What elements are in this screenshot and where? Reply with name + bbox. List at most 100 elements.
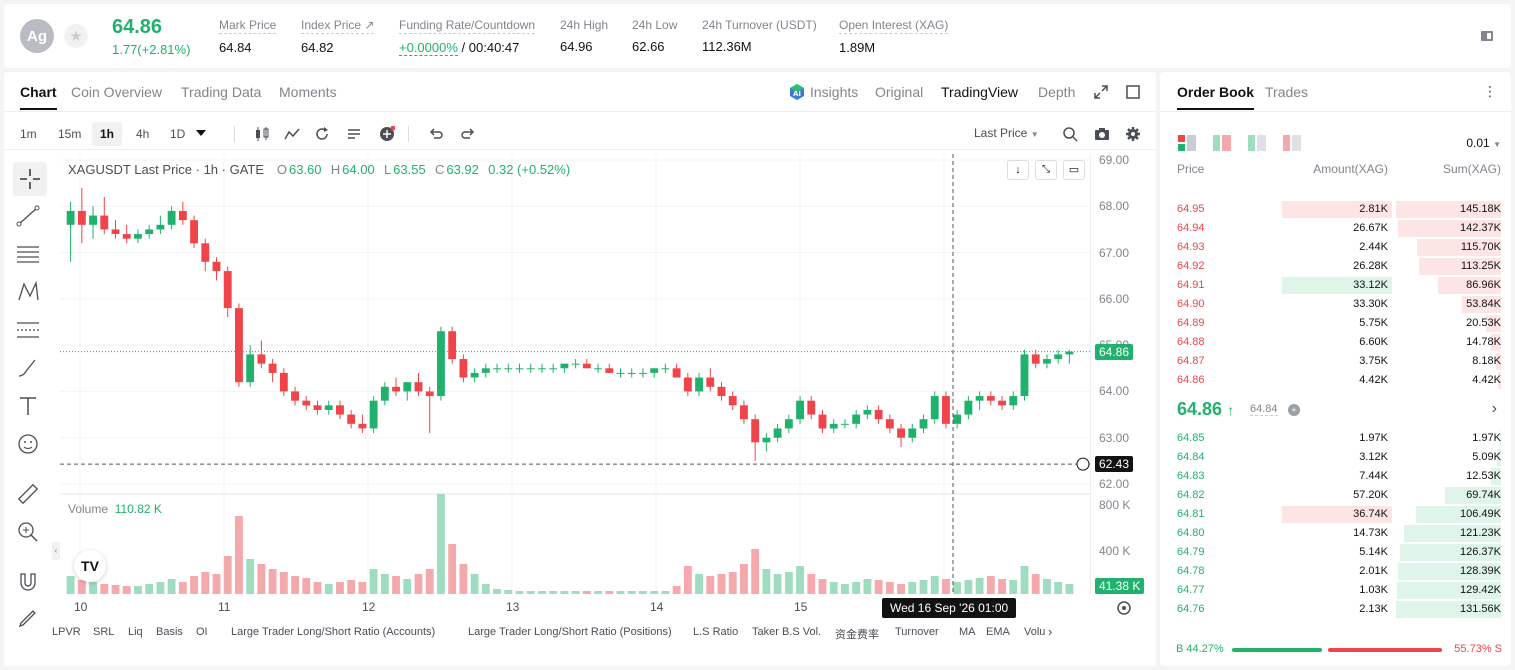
stat-label[interactable]: Index Price ↗ bbox=[301, 18, 375, 34]
indicator-item[interactable]: LPVR bbox=[52, 626, 81, 638]
bid-row[interactable]: 64.84 3.12K 5.09K bbox=[1160, 448, 1511, 467]
redo-icon[interactable] bbox=[460, 126, 476, 142]
indicator-item[interactable]: Turnover bbox=[895, 626, 939, 638]
text-tool-icon[interactable] bbox=[16, 394, 40, 418]
indicator-item[interactable]: L.S Ratio bbox=[693, 626, 739, 638]
timeframe-1m[interactable]: 1m bbox=[20, 127, 37, 141]
undo-icon[interactable] bbox=[428, 126, 444, 142]
indicator-item[interactable]: MA bbox=[959, 626, 976, 638]
timeframe-1h[interactable]: 1h bbox=[92, 122, 123, 146]
tab-chart[interactable]: Chart bbox=[20, 84, 57, 110]
view-insights[interactable]: Insights bbox=[810, 84, 859, 100]
candlestick-type-icon[interactable] bbox=[254, 126, 270, 142]
bid-row[interactable]: 64.78 2.01K 128.39K bbox=[1160, 562, 1511, 581]
pattern-tool-icon[interactable] bbox=[16, 280, 40, 304]
tab-coin-overview[interactable]: Coin Overview bbox=[71, 84, 163, 100]
bid-row[interactable]: 64.82 57.20K 69.74K bbox=[1160, 486, 1511, 505]
stat-label[interactable]: Funding Rate/Countdown bbox=[399, 18, 536, 34]
arrow-down-icon[interactable]: ↓ bbox=[1007, 160, 1029, 180]
price-source-select[interactable]: Last Price ▼ bbox=[974, 126, 1039, 140]
add-alert-icon[interactable] bbox=[379, 126, 395, 142]
tab-order-book[interactable]: Order Book bbox=[1177, 84, 1255, 110]
zoom-in-icon[interactable] bbox=[16, 520, 40, 544]
brush-tool-icon[interactable] bbox=[16, 356, 40, 380]
fib-tool-icon[interactable] bbox=[16, 318, 40, 342]
indicator-item[interactable]: SRL bbox=[93, 626, 115, 638]
ask-row[interactable]: 64.86 4.42K 4.42K bbox=[1160, 371, 1511, 390]
expand-icon[interactable] bbox=[1094, 85, 1108, 99]
replay-icon[interactable] bbox=[314, 126, 330, 142]
ask-row[interactable]: 64.89 5.75K 20.53K bbox=[1160, 314, 1511, 333]
stat-label[interactable]: Mark Price bbox=[219, 18, 277, 34]
ask-row[interactable]: 64.92 26.28K 113.25K bbox=[1160, 257, 1511, 276]
pencil-lock-icon[interactable] bbox=[16, 606, 40, 630]
precision-select[interactable]: 0.01 ▼ bbox=[1466, 136, 1501, 150]
ruler-tool-icon[interactable] bbox=[16, 482, 40, 506]
mid-price[interactable]: 64.86 ↑ bbox=[1177, 399, 1234, 420]
tab-trading-data[interactable]: Trading Data bbox=[181, 84, 262, 100]
scroll-right-icon[interactable]: › bbox=[1048, 624, 1053, 639]
templates-icon[interactable] bbox=[346, 126, 362, 142]
bid-row[interactable]: 64.85 1.97K 1.97K bbox=[1160, 429, 1511, 448]
bid-row[interactable]: 64.76 2.13K 131.56K bbox=[1160, 600, 1511, 619]
ask-row[interactable]: 64.90 33.30K 53.84K bbox=[1160, 295, 1511, 314]
view-original[interactable]: Original bbox=[875, 84, 924, 100]
price-axis[interactable]: 69.0068.0067.0066.0065.0064.0063.0062.00… bbox=[1090, 153, 1156, 594]
window-icon[interactable] bbox=[1126, 85, 1140, 99]
more-menu-icon[interactable]: ⋮ bbox=[1483, 83, 1497, 99]
ask-row[interactable]: 64.95 2.81K 145.18K bbox=[1160, 200, 1511, 219]
collapse-icon[interactable]: ⤡ bbox=[1035, 160, 1057, 180]
magnet-icon[interactable] bbox=[16, 570, 40, 594]
row-price: 64.79 bbox=[1177, 546, 1205, 558]
indicator-item[interactable]: Large Trader Long/Short Ratio (Positions… bbox=[468, 626, 672, 638]
layout-both-icon[interactable] bbox=[1178, 135, 1196, 151]
timeframe-15m[interactable]: 15m bbox=[58, 127, 82, 141]
favorite-star-icon[interactable]: ★ bbox=[64, 24, 88, 48]
indicator-item[interactable]: Liq bbox=[128, 626, 143, 638]
layout-bids-icon[interactable] bbox=[1248, 135, 1266, 151]
bid-row[interactable]: 64.77 1.03K 129.42K bbox=[1160, 581, 1511, 600]
view-depth[interactable]: Depth bbox=[1038, 84, 1076, 100]
candlestick-chart[interactable] bbox=[60, 154, 1090, 594]
stat-label[interactable]: Open Interest (XAG) bbox=[839, 18, 949, 34]
indicators-icon[interactable] bbox=[284, 126, 300, 142]
camera-icon[interactable] bbox=[1094, 126, 1110, 142]
timeframe-1d[interactable]: 1D bbox=[170, 127, 186, 141]
indicator-item[interactable]: Basis bbox=[156, 626, 183, 638]
bid-row[interactable]: 64.81 36.74K 106.49K bbox=[1160, 505, 1511, 524]
ask-row[interactable]: 64.88 6.60K 14.78K bbox=[1160, 333, 1511, 352]
view-tradingview[interactable]: TradingView bbox=[941, 84, 1019, 100]
chevron-down-icon[interactable] bbox=[196, 130, 206, 138]
document-icon[interactable] bbox=[1479, 28, 1495, 44]
settings-gear-icon[interactable] bbox=[1125, 126, 1141, 142]
collapse-left-icon[interactable]: ‹ bbox=[52, 542, 60, 560]
layout-asks-icon[interactable] bbox=[1283, 135, 1301, 151]
indicator-item[interactable]: Large Trader Long/Short Ratio (Accounts) bbox=[231, 626, 436, 638]
indicator-item[interactable]: 资金费率 bbox=[835, 629, 879, 641]
maximize-pane-icon[interactable]: ▭ bbox=[1063, 160, 1085, 180]
ask-row[interactable]: 64.93 2.44K 115.70K bbox=[1160, 238, 1511, 257]
indicator-item[interactable]: Volu bbox=[1024, 626, 1046, 638]
horizontal-lines-tool-icon[interactable] bbox=[16, 242, 40, 266]
ask-row[interactable]: 64.94 26.67K 142.37K bbox=[1160, 219, 1511, 238]
bid-row[interactable]: 64.80 14.73K 121.23K bbox=[1160, 524, 1511, 543]
ask-row[interactable]: 64.91 33.12K 86.96K bbox=[1160, 276, 1511, 295]
info-plus-icon[interactable]: + bbox=[1288, 404, 1300, 416]
trendline-tool-icon[interactable] bbox=[16, 204, 40, 228]
tradingview-logo-icon[interactable]: TV bbox=[74, 550, 106, 582]
crosshair-tool-icon[interactable] bbox=[13, 162, 47, 196]
axis-settings-icon[interactable] bbox=[1116, 600, 1132, 616]
ask-row[interactable]: 64.87 3.75K 8.18K bbox=[1160, 352, 1511, 371]
tab-moments[interactable]: Moments bbox=[279, 84, 337, 100]
emoji-tool-icon[interactable] bbox=[16, 432, 40, 456]
chevron-right-icon[interactable]: › bbox=[1491, 400, 1497, 417]
indicator-item[interactable]: EMA bbox=[986, 626, 1010, 638]
bid-row[interactable]: 64.79 5.14K 126.37K bbox=[1160, 543, 1511, 562]
search-icon[interactable] bbox=[1062, 126, 1078, 142]
tab-trades[interactable]: Trades bbox=[1265, 84, 1309, 100]
bid-row[interactable]: 64.83 7.44K 12.53K bbox=[1160, 467, 1511, 486]
timeframe-4h[interactable]: 4h bbox=[136, 127, 150, 141]
indicator-item[interactable]: Taker B.S Vol. bbox=[752, 626, 822, 638]
indicator-item[interactable]: OI bbox=[196, 626, 208, 638]
layout-split-icon[interactable] bbox=[1213, 135, 1231, 151]
